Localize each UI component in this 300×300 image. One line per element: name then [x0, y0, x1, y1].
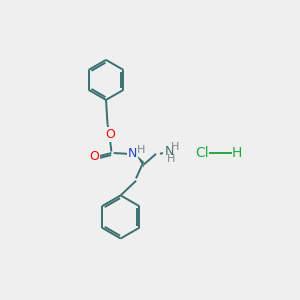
Text: N: N [164, 145, 174, 158]
Text: O: O [89, 150, 99, 164]
Text: H: H [167, 154, 175, 164]
Text: Cl: Cl [195, 146, 209, 160]
Text: N: N [128, 146, 137, 160]
Text: O: O [105, 128, 115, 141]
Text: H: H [171, 142, 179, 152]
Text: H: H [232, 146, 242, 160]
Polygon shape [136, 154, 144, 168]
Text: H: H [136, 145, 145, 155]
